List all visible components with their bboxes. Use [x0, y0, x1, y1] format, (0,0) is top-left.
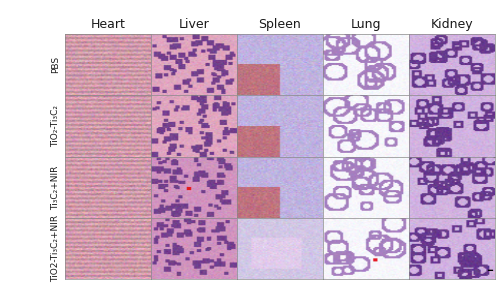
Text: TiO2-Ti₃C₂+NIR: TiO2-Ti₃C₂+NIR — [51, 215, 60, 282]
Text: Spleen: Spleen — [258, 18, 302, 31]
Text: Ti₃C₂+NIR: Ti₃C₂+NIR — [51, 165, 60, 209]
Text: Lung: Lung — [351, 18, 382, 31]
Text: TiO₂-Ti₃C₂: TiO₂-Ti₃C₂ — [51, 105, 60, 147]
Text: Heart: Heart — [90, 18, 126, 31]
Text: PBS: PBS — [51, 56, 60, 74]
Text: ━: ━ — [488, 266, 492, 275]
Text: Liver: Liver — [178, 18, 210, 31]
Text: Kidney: Kidney — [430, 18, 474, 31]
